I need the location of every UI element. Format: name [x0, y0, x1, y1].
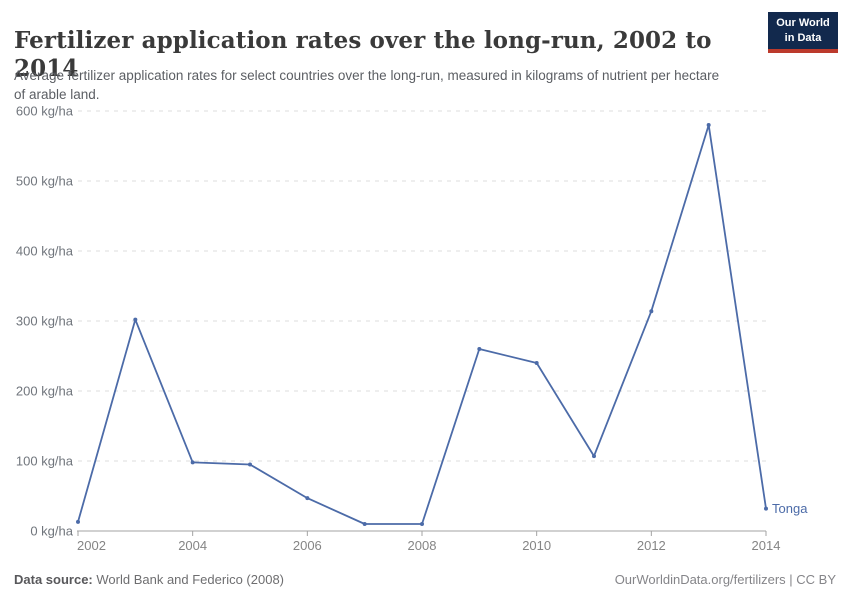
y-axis-tick-label: 100 kg/ha	[16, 454, 74, 469]
y-axis-tick-label: 200 kg/ha	[16, 384, 74, 399]
x-axis-tick-label: 2012	[637, 538, 666, 553]
y-axis-tick-label: 0 kg/ha	[30, 524, 73, 539]
data-point[interactable]	[649, 309, 654, 314]
data-source: Data source: World Bank and Federico (20…	[14, 572, 284, 587]
data-point[interactable]	[248, 462, 252, 467]
y-axis-tick-label: 300 kg/ha	[16, 314, 74, 329]
page-subtitle: Average fertilizer application rates for…	[14, 67, 720, 103]
data-point[interactable]	[592, 454, 596, 459]
data-point[interactable]	[362, 522, 367, 526]
x-axis-tick-label: 2002	[77, 538, 106, 553]
data-point[interactable]	[420, 522, 424, 526]
owid-logo[interactable]: Our World in Data	[768, 12, 838, 53]
x-axis-tick-label: 2008	[408, 538, 437, 553]
data-point[interactable]	[76, 519, 80, 524]
y-axis-tick-label: 600 kg/ha	[16, 104, 74, 119]
x-axis-tick-label: 2014	[752, 538, 781, 553]
y-axis-tick-label: 500 kg/ha	[16, 174, 74, 189]
data-point[interactable]	[706, 123, 711, 127]
data-source-value: World Bank and Federico (2008)	[96, 572, 285, 587]
x-axis-tick-label: 2010	[522, 538, 551, 553]
data-source-label: Data source:	[14, 572, 93, 587]
data-point[interactable]	[190, 460, 195, 465]
data-point[interactable]	[534, 361, 539, 365]
data-point[interactable]	[477, 347, 482, 351]
line-chart[interactable]: 0 kg/ha 100 kg/ha 200 kg/ha 300 kg/ha 400 kg…	[0, 95, 850, 565]
series-line[interactable]	[77, 124, 767, 525]
y-axis-tick-label: 400 kg/ha	[16, 244, 74, 259]
page-title: Fertilizer application rates over the lo…	[14, 27, 712, 82]
x-axis-tick-label: 2006	[293, 538, 322, 553]
owid-logo-line1: Our World	[776, 17, 830, 30]
x-axis-tick-label: 2004	[178, 538, 207, 553]
data-point[interactable]	[305, 496, 310, 501]
owid-logo-line2: in Data	[784, 31, 822, 44]
page-footer: Data source: World Bank and Federico (20…	[14, 572, 836, 587]
credit-link[interactable]: OurWorldinData.org/fertilizers | CC BY	[614, 572, 836, 587]
data-point[interactable]	[764, 506, 768, 511]
data-point[interactable]	[133, 317, 138, 322]
entity-label[interactable]: Tonga	[772, 501, 808, 516]
